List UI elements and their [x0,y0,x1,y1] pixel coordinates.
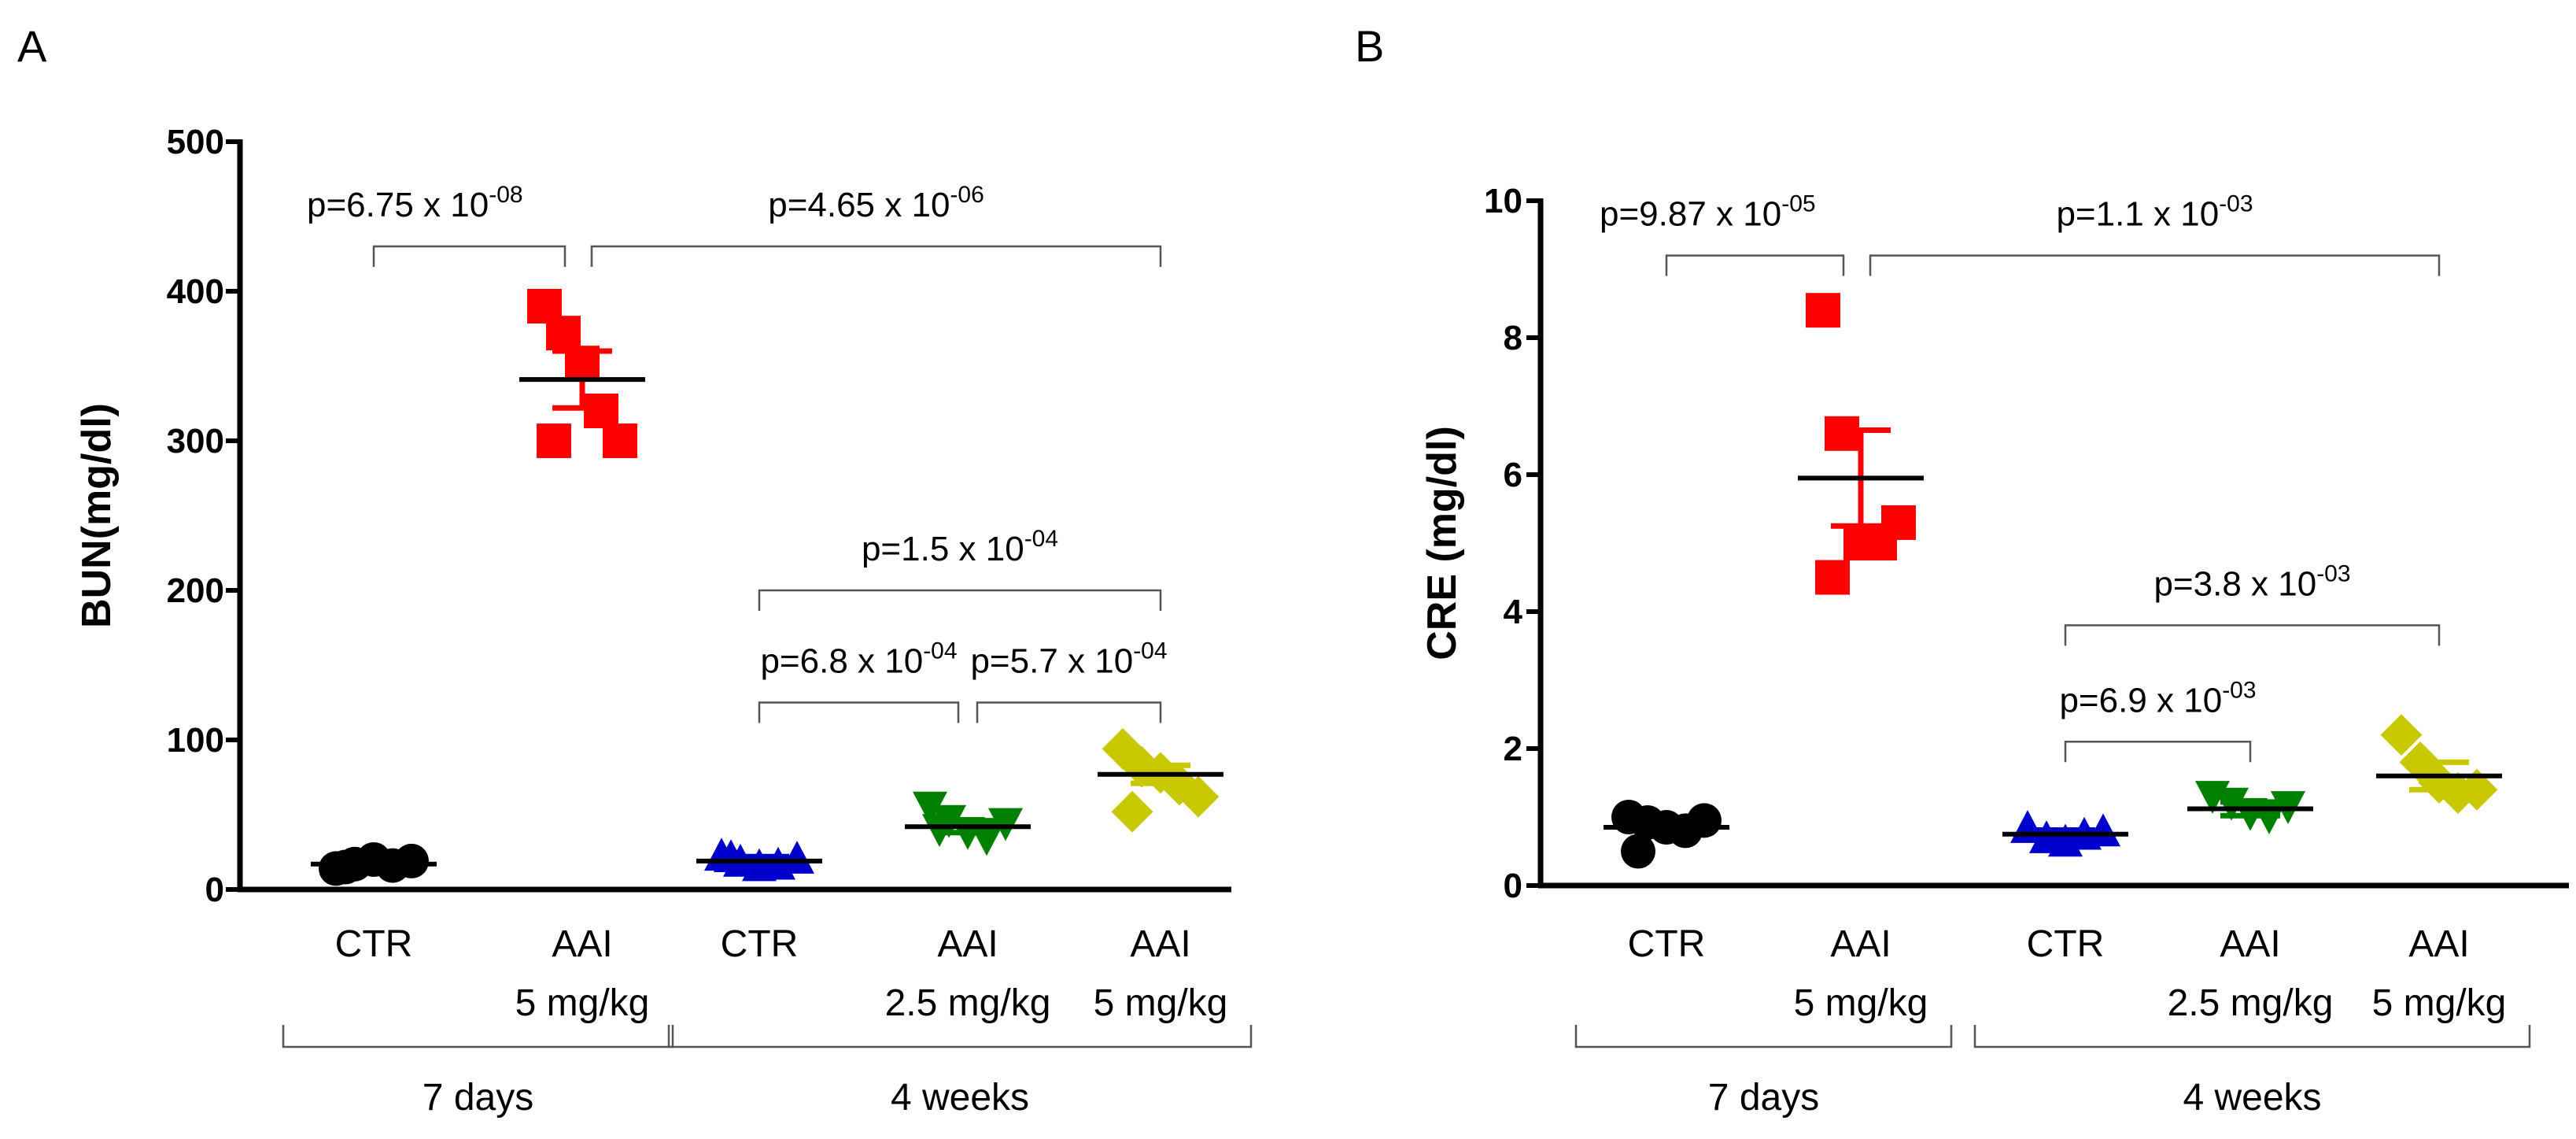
category-sublabel: 5 mg/kg [515,982,650,1024]
y-tick-label: 4 [1504,593,1523,631]
data-point [603,423,637,458]
category-sublabel: 2.5 mg/kg [2168,982,2334,1024]
data-point [1881,505,1916,540]
data-point [2380,714,2423,756]
p-value-label: p=1.5 x 10-04 [862,526,1058,568]
group-label: 4 weeks [2183,1077,2321,1119]
comparison-bracket [2064,624,2441,646]
category-sublabel: 5 mg/kg [1794,982,1928,1024]
category-sublabel: 5 mg/kg [2372,982,2507,1024]
category-label: AAI [552,923,612,965]
comparison-bracket [372,245,566,267]
group-label: 7 days [423,1077,533,1119]
y-tick-label: 300 [167,422,224,460]
panel-b: B CRE (mg/dl) 0 2 4 6 8 10 CTR AAI 5 mg/kg CTR AAI 2.… [1355,21,2569,1119]
y-tick-label: 100 [167,721,224,760]
data-point [2456,768,2498,811]
y-tick-label: 500 [167,123,224,161]
y-tick-label: 6 [1504,456,1522,494]
group-bracket [1574,1025,1953,1048]
data-point [584,394,618,428]
data-point [1806,293,1840,328]
y-tick-label: 200 [167,571,224,610]
data-point [2437,772,2479,814]
data-point [546,316,581,351]
y-tick-label: 0 [1504,867,1522,905]
comparison-bracket [1665,254,1845,276]
category-sublabel: 2.5 mg/kg [885,982,1051,1024]
y-tick-label: 2 [1504,730,1522,768]
y-tick-label: 0 [205,871,224,909]
p-value-label: p=4.65 x 10-06 [768,182,984,224]
comparison-bracket [2064,741,2252,763]
category-label: AAI [1130,923,1190,965]
group-label: 4 weeks [891,1077,1029,1119]
category-label: AAI [2408,923,2469,965]
p-value-label: p=6.8 x 10-04 [760,638,957,681]
data-point [913,791,947,825]
group-label: 7 days [1708,1077,1819,1119]
category-label: AAI [2220,923,2280,965]
category-label: CTR [335,923,413,965]
data-point [537,423,571,458]
category-label: CTR [2027,923,2105,965]
panel-letter: A [17,21,47,71]
comparison-bracket [1869,254,2441,276]
y-axis-label: CRE (mg/dl) [1419,426,1465,660]
p-value-label: p=9.87 x 10-05 [1600,191,1816,234]
comparison-bracket [590,245,1162,267]
group-bracket [1973,1025,2531,1048]
category-label: AAI [937,923,998,965]
y-axis-label: BUN(mg/dl) [74,403,120,628]
comparison-bracket [758,701,960,723]
comparison-bracket [976,701,1162,723]
group-bracket [282,1025,674,1048]
data-point [1815,560,1850,595]
data-point [1621,834,1655,869]
panel-letter: B [1355,21,1384,71]
p-value-label: p=1.1 x 10-03 [2056,191,2253,234]
category-label: CTR [1628,923,1706,965]
data-point [1177,775,1220,818]
data-point [1111,790,1153,833]
group-bracket [667,1025,1253,1048]
y-tick-label: 10 [1484,182,1522,220]
category-label: AAI [1830,923,1891,965]
comparison-bracket [758,589,1162,611]
y-tick-label: 8 [1504,319,1522,357]
category-sublabel: 5 mg/kg [1094,982,1228,1024]
y-tick-label: 400 [167,272,224,311]
panel-a: A BUN(mg/dl) 0 100 200 300 400 500 CTR AAI 5 mg/kg… [17,21,1253,1119]
p-value-label: p=3.8 x 10-03 [2153,560,2350,603]
p-value-label: p=5.7 x 10-04 [970,638,1167,681]
p-value-label: p=6.9 x 10-03 [2059,677,2256,719]
category-label: CTR [721,923,799,965]
data-point [1825,416,1859,451]
p-value-label: p=6.75 x 10-08 [307,182,523,224]
